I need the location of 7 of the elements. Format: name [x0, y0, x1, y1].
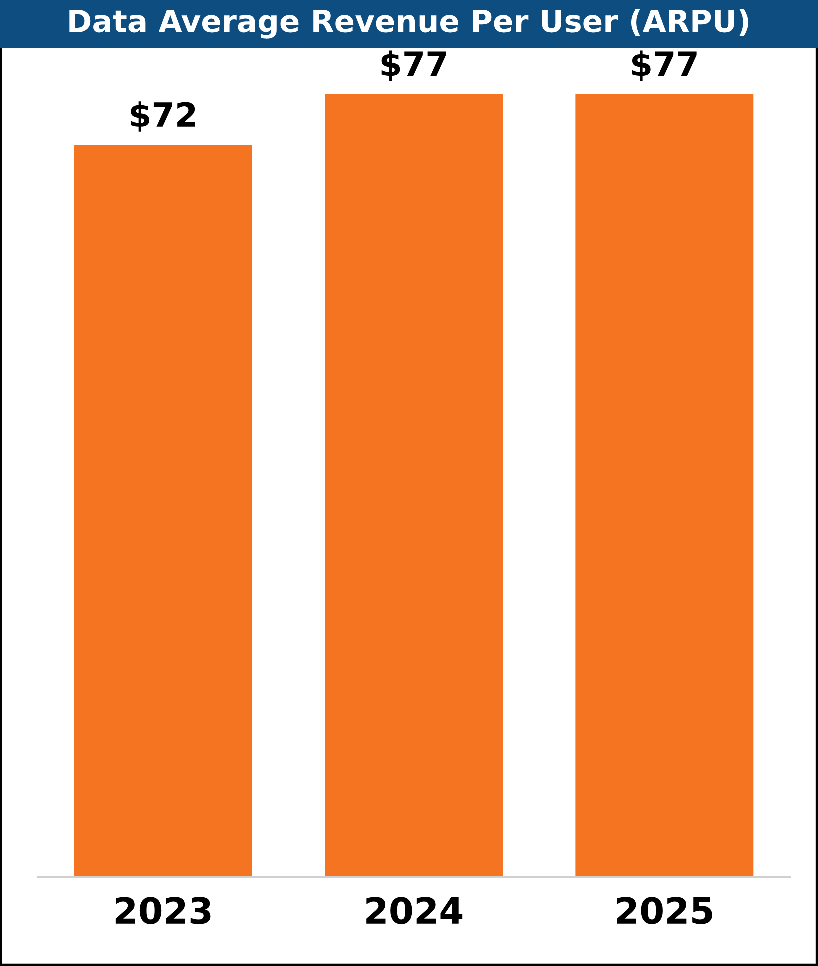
data-label: $77: [382, 50, 446, 81]
data-label: $72: [131, 102, 196, 132]
chart-title: Data Average Revenue Per User (ARPU): [70, 9, 749, 39]
x-tick-label: 2024: [366, 897, 463, 924]
x-tick-label: 2023: [116, 897, 211, 924]
x-tick-label: 2025: [617, 897, 712, 924]
data-label: $77: [632, 50, 697, 81]
